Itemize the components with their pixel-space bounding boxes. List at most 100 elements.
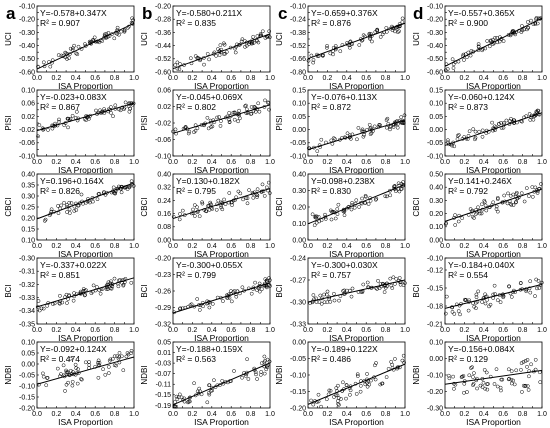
data-point bbox=[65, 370, 70, 375]
x-tick-label: 0.6 bbox=[498, 159, 508, 166]
x-axis-label: ISA Proportion bbox=[58, 165, 113, 175]
x-tick-label: 1.0 bbox=[400, 327, 410, 334]
y-tick-label: -0.33 bbox=[290, 321, 306, 328]
data-point bbox=[210, 302, 215, 306]
x-tick-label: 0.0 bbox=[168, 411, 178, 418]
data-point bbox=[55, 366, 60, 371]
data-point bbox=[214, 207, 219, 212]
data-point bbox=[375, 29, 380, 33]
y-tick-label: 0.10 bbox=[292, 221, 306, 228]
data-point bbox=[57, 117, 61, 122]
data-point bbox=[470, 365, 474, 370]
data-point bbox=[520, 119, 524, 124]
data-point bbox=[458, 312, 462, 317]
r-squared: R² = 0.830 bbox=[311, 186, 351, 196]
x-tick-label: 0.4 bbox=[479, 159, 489, 166]
data-point bbox=[96, 358, 101, 363]
data-point bbox=[74, 366, 79, 370]
data-point bbox=[195, 297, 200, 301]
data-point bbox=[76, 44, 81, 49]
x-tick-label: 0.4 bbox=[71, 411, 81, 418]
data-point bbox=[75, 381, 80, 386]
data-point bbox=[111, 114, 115, 119]
data-point bbox=[509, 377, 514, 382]
x-axis-label: ISA Proportion bbox=[329, 417, 384, 427]
data-point bbox=[246, 377, 251, 381]
data-point bbox=[93, 365, 97, 369]
y-tick-label: -0.40 bbox=[19, 43, 35, 50]
data-point bbox=[92, 35, 97, 40]
y-tick-label: 0.40 bbox=[429, 185, 443, 192]
data-point bbox=[191, 207, 195, 212]
data-point bbox=[335, 393, 340, 398]
data-point bbox=[486, 382, 490, 386]
data-point bbox=[306, 58, 311, 63]
data-point bbox=[95, 197, 100, 202]
data-point bbox=[390, 286, 395, 290]
data-point bbox=[129, 348, 134, 353]
panel-ndbi-a: 0.0 0.2 0.4 0.6 0.8 1.0 0.10 0.05 0.00 -0.05 -0.10… bbox=[4, 339, 139, 427]
data-point bbox=[508, 201, 513, 206]
y-tick-label: 0.02 bbox=[157, 104, 171, 111]
y-tick-label: -0.44 bbox=[155, 43, 171, 50]
data-point bbox=[348, 392, 352, 397]
x-tick-label: 0.0 bbox=[303, 327, 313, 334]
x-tick-label: 0.2 bbox=[323, 243, 333, 250]
x-tick-label: 0.8 bbox=[381, 411, 391, 418]
data-point bbox=[527, 374, 531, 379]
y-tick-label: -0.80 bbox=[290, 69, 306, 76]
x-tick-label: 1.0 bbox=[129, 327, 139, 334]
data-point bbox=[65, 116, 70, 121]
y-tick-label: -0.32 bbox=[155, 321, 171, 328]
data-point bbox=[463, 297, 467, 302]
data-point bbox=[186, 400, 190, 405]
x-tick-label: 0.8 bbox=[246, 411, 256, 418]
data-point bbox=[83, 292, 88, 297]
data-point bbox=[396, 30, 400, 35]
regression-line bbox=[307, 363, 406, 405]
data-point bbox=[266, 180, 271, 185]
panel-pisi-d: 0.0 0.2 0.4 0.6 0.8 1.0 0.15 0.10 0.05 0.00 -0.05 -… bbox=[412, 87, 547, 175]
data-point bbox=[101, 367, 105, 372]
data-point bbox=[221, 299, 225, 303]
data-point bbox=[244, 196, 249, 200]
regression-line bbox=[444, 369, 543, 385]
data-point bbox=[109, 110, 113, 115]
data-point bbox=[472, 216, 476, 220]
x-tick-label: 0.4 bbox=[207, 411, 217, 418]
panel-cbci-b: 0.0 0.2 0.4 0.6 0.8 1.0 0.40 0.32 0.24 0.16 0.08 0.… bbox=[140, 171, 275, 259]
data-point bbox=[218, 124, 223, 128]
x-tick-label: 0.4 bbox=[71, 159, 81, 166]
data-point bbox=[267, 276, 271, 280]
data-point bbox=[265, 365, 270, 370]
data-point bbox=[36, 299, 41, 303]
data-point bbox=[502, 193, 507, 198]
data-point bbox=[527, 194, 531, 198]
x-tick-label: 0.8 bbox=[110, 327, 120, 334]
x-tick-label: 0.2 bbox=[323, 75, 333, 82]
data-point bbox=[122, 29, 127, 34]
data-point bbox=[459, 375, 464, 379]
y-tick-label: -0.38 bbox=[290, 30, 306, 37]
data-point bbox=[232, 110, 237, 115]
y-tick-label: 0.30 bbox=[429, 198, 443, 205]
data-point bbox=[476, 205, 480, 210]
data-point bbox=[240, 375, 244, 380]
regression-line bbox=[36, 182, 135, 220]
data-point bbox=[462, 390, 466, 395]
x-tick-label: 0.4 bbox=[71, 75, 81, 82]
y-tick-label: -0.10 bbox=[427, 153, 443, 160]
data-point bbox=[365, 372, 369, 376]
y-tick-label: 0.15 bbox=[292, 87, 306, 94]
data-point bbox=[446, 373, 451, 378]
data-point bbox=[473, 135, 478, 140]
data-point bbox=[202, 62, 206, 67]
data-point bbox=[514, 368, 519, 373]
data-point bbox=[484, 208, 489, 213]
data-point bbox=[467, 129, 472, 134]
y-tick-label: -0.31 bbox=[19, 269, 35, 276]
data-point bbox=[56, 211, 61, 215]
data-point bbox=[236, 119, 240, 124]
data-point bbox=[495, 196, 500, 200]
data-point bbox=[178, 306, 183, 311]
